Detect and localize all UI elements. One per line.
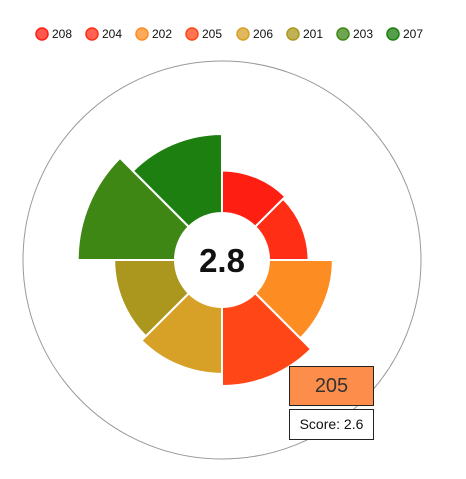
chart-legend: 208 204 202 205 206 201 203 207 xyxy=(35,27,423,41)
legend-item-205[interactable]: 205 xyxy=(185,27,222,41)
legend-label-202: 202 xyxy=(152,27,172,41)
legend-label-208: 208 xyxy=(52,27,72,41)
legend-item-204[interactable]: 204 xyxy=(85,27,122,41)
center-value-label: 2.8 xyxy=(199,242,245,279)
legend-marker-203 xyxy=(336,27,350,41)
legend-marker-208 xyxy=(35,27,49,41)
legend-item-206[interactable]: 206 xyxy=(236,27,273,41)
legend-marker-206 xyxy=(236,27,250,41)
outer-ring xyxy=(22,60,422,460)
legend-item-201[interactable]: 201 xyxy=(286,27,323,41)
tooltip-score: Score: 2.6 xyxy=(289,409,374,440)
legend-label-204: 204 xyxy=(102,27,122,41)
center-hole xyxy=(175,213,269,307)
legend-label-207: 207 xyxy=(403,27,423,41)
chart-slices xyxy=(76,132,334,388)
legend-label-203: 203 xyxy=(353,27,373,41)
legend-label-205: 205 xyxy=(202,27,222,41)
tooltip: 205 Score: 2.6 xyxy=(289,366,374,440)
legend-label-201: 201 xyxy=(303,27,323,41)
legend-label-206: 206 xyxy=(253,27,273,41)
legend-item-203[interactable]: 203 xyxy=(336,27,373,41)
legend-item-207[interactable]: 207 xyxy=(386,27,423,41)
legend-marker-207 xyxy=(386,27,400,41)
legend-marker-205 xyxy=(185,27,199,41)
tooltip-title: 205 xyxy=(289,366,374,406)
legend-item-202[interactable]: 202 xyxy=(135,27,172,41)
legend-item-208[interactable]: 208 xyxy=(35,27,72,41)
legend-marker-204 xyxy=(85,27,99,41)
legend-marker-201 xyxy=(286,27,300,41)
legend-marker-202 xyxy=(135,27,149,41)
